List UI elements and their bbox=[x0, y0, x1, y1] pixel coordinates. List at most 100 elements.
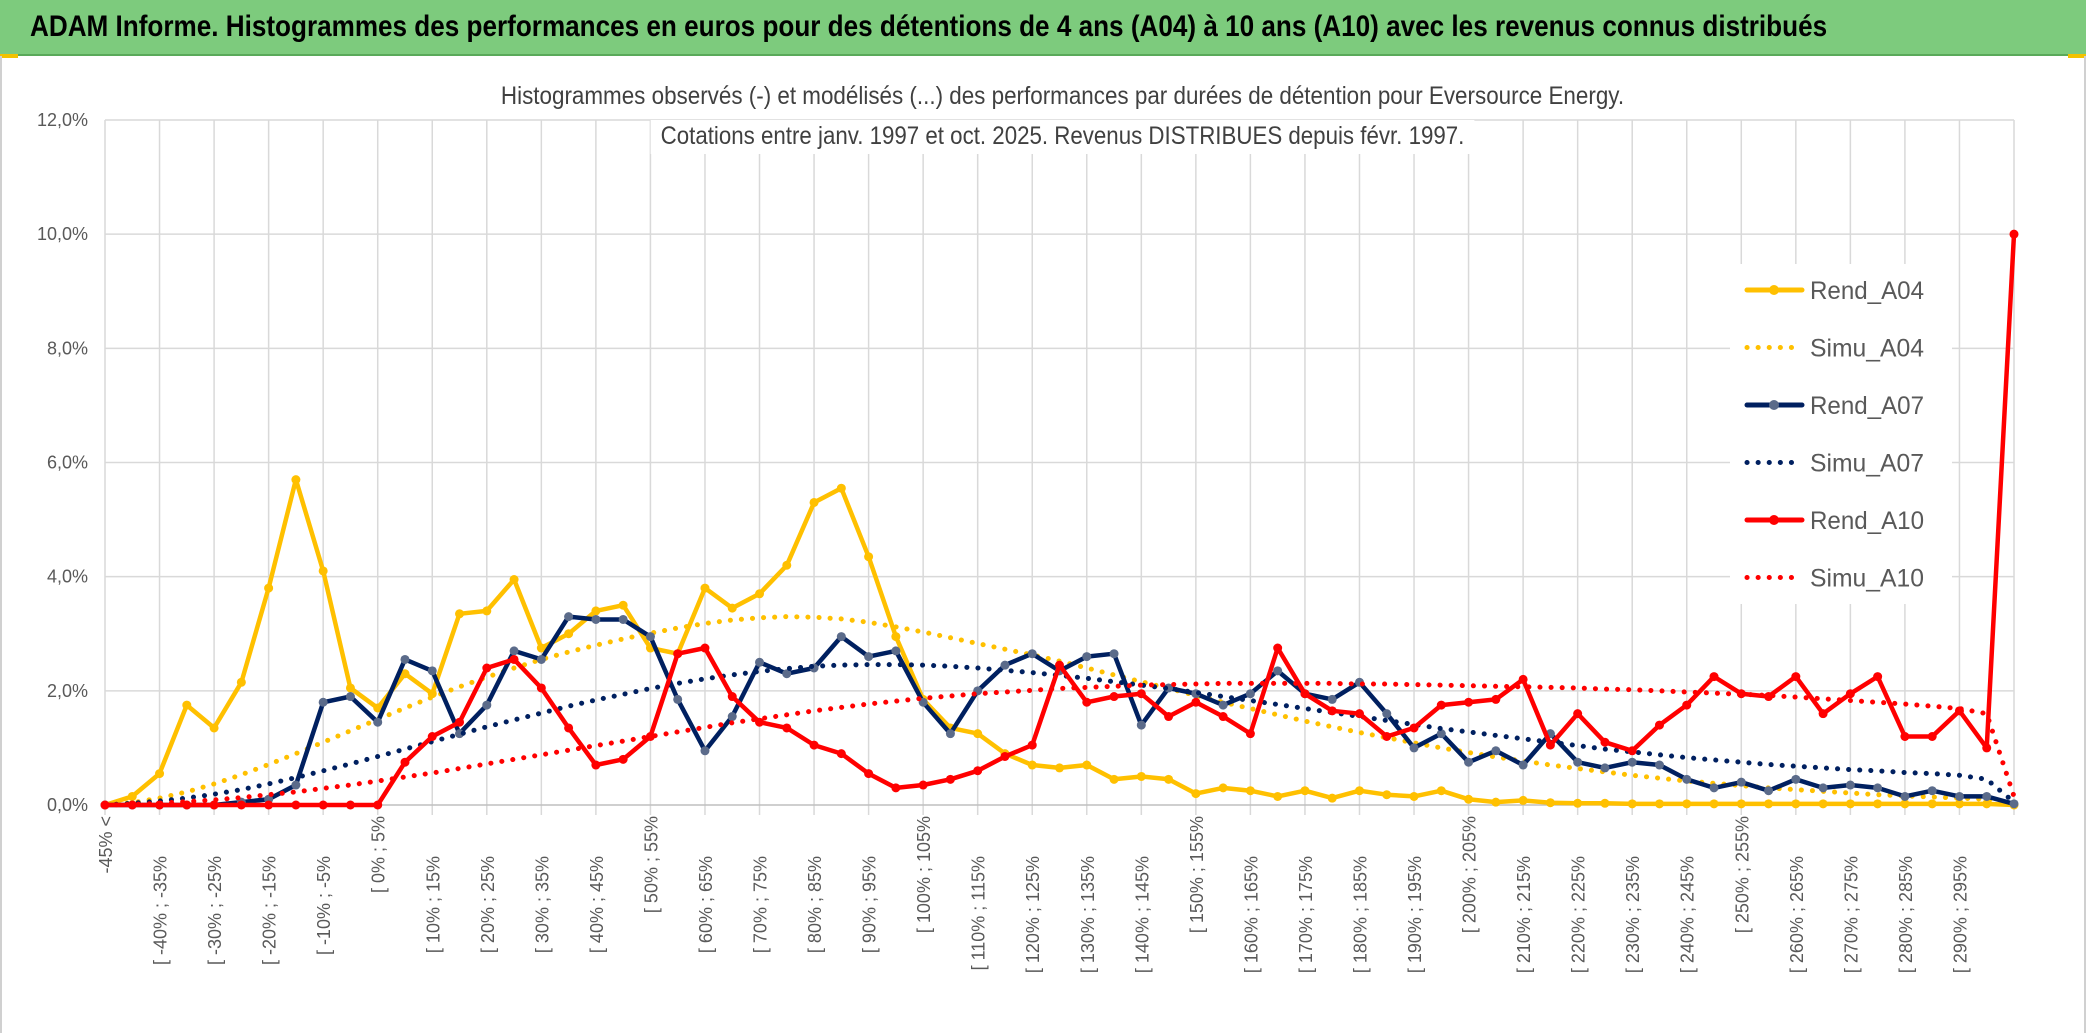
point-rend_a10 bbox=[209, 800, 219, 810]
point-rend_a07 bbox=[2009, 799, 2019, 809]
point-rend_a04 bbox=[1164, 774, 1174, 784]
legend-label-simu_a07: Simu_A07 bbox=[1810, 450, 1924, 478]
point-rend_a10 bbox=[1354, 709, 1364, 719]
point-rend_a10 bbox=[1518, 674, 1528, 684]
point-rend_a10 bbox=[564, 723, 574, 733]
point-rend_a04 bbox=[291, 475, 301, 485]
legend-label-simu_a10: Simu_A10 bbox=[1810, 565, 1924, 593]
point-rend_a07 bbox=[318, 697, 328, 707]
chart-title-line: Cotations entre janv. 1997 et oct. 2025.… bbox=[661, 122, 1465, 150]
legend-label-simu_a04: Simu_A04 bbox=[1810, 335, 1924, 363]
point-rend_a04 bbox=[1082, 760, 1092, 770]
chart-legend: Rend_A04 Simu_A04 Rend_A07 Simu_A07 Rend_A10… bbox=[1730, 264, 1952, 604]
point-rend_a10 bbox=[945, 774, 955, 784]
x-tick-label: [ -10% ; -5% bbox=[314, 856, 334, 955]
x-tick-label: [ 130% ; 135% bbox=[1078, 856, 1098, 973]
x-tick-label: [ 270% ; 275% bbox=[1841, 856, 1861, 973]
x-tick-label: [ 40% ; 45% bbox=[587, 856, 607, 953]
point-rend_a10 bbox=[1109, 692, 1119, 702]
point-rend_a04 bbox=[1709, 799, 1719, 809]
point-rend_a07 bbox=[1218, 700, 1228, 710]
point-rend_a04 bbox=[1218, 783, 1228, 793]
x-tick-label: [ 280% ; 285% bbox=[1896, 856, 1916, 973]
point-rend_a07 bbox=[373, 717, 383, 727]
point-rend_a07 bbox=[1464, 757, 1474, 767]
point-rend_a10 bbox=[1409, 723, 1419, 733]
point-rend_a10 bbox=[1082, 697, 1092, 707]
y-tick-label: 0,0% bbox=[47, 795, 88, 815]
report-title: ADAM Informe. Histogrammes des performan… bbox=[30, 10, 1828, 43]
point-rend_a07 bbox=[836, 632, 846, 642]
point-rend_a10 bbox=[536, 683, 546, 693]
legend-label-rend_a10: Rend_A10 bbox=[1810, 507, 1924, 535]
x-tick-label: [ 250% ; 255% bbox=[1732, 816, 1752, 933]
point-rend_a04 bbox=[1600, 798, 1610, 808]
point-rend_a10 bbox=[782, 723, 792, 733]
point-rend_a07 bbox=[1709, 783, 1719, 793]
point-rend_a10 bbox=[891, 783, 901, 793]
legend-marker-rend_a07 bbox=[1769, 400, 1779, 410]
point-rend_a04 bbox=[209, 723, 219, 733]
point-rend_a07 bbox=[1764, 786, 1774, 796]
point-rend_a04 bbox=[509, 575, 519, 585]
point-rend_a10 bbox=[700, 643, 710, 653]
point-rend_a10 bbox=[1873, 672, 1883, 682]
x-tick-label: [ 80% ; 85% bbox=[805, 856, 825, 953]
x-tick-label: [ 0% ; 5% bbox=[369, 816, 389, 893]
point-rend_a10 bbox=[1709, 672, 1719, 682]
point-rend_a04 bbox=[1627, 799, 1637, 809]
point-rend_a04 bbox=[727, 603, 737, 613]
point-rend_a10 bbox=[918, 780, 928, 790]
x-tick-label: [ 190% ; 195% bbox=[1405, 856, 1425, 973]
point-rend_a04 bbox=[155, 769, 165, 779]
point-rend_a04 bbox=[1845, 799, 1855, 809]
legend-marker-rend_a04 bbox=[1769, 285, 1779, 295]
point-rend_a07 bbox=[1845, 780, 1855, 790]
point-rend_a07 bbox=[1682, 774, 1692, 784]
histogram-chart: 0,0% 2,0% 4,0% 6,0% 8,0% 10,0% 12,0% -45% < [ -… bbox=[37, 80, 2019, 973]
point-rend_a10 bbox=[1300, 689, 1310, 699]
x-tick-label: [ 30% ; 35% bbox=[532, 856, 552, 953]
x-tick-label: [ -40% ; -35% bbox=[151, 856, 171, 965]
x-tick-label: [ 170% ; 175% bbox=[1296, 856, 1316, 973]
point-rend_a07 bbox=[864, 652, 874, 662]
x-axis-ticks: -45% < [ -40% ; -35% [ -30% ; -25% [ -20% ;… bbox=[96, 816, 1970, 973]
point-rend_a04 bbox=[1055, 763, 1064, 773]
point-rend_a04 bbox=[1382, 790, 1392, 800]
point-rend_a04 bbox=[482, 606, 492, 616]
legend-label-rend_a07: Rend_A07 bbox=[1810, 392, 1924, 420]
x-tick-label: [ 240% ; 245% bbox=[1678, 856, 1698, 973]
point-rend_a10 bbox=[1982, 743, 1992, 753]
point-rend_a04 bbox=[1873, 799, 1883, 809]
x-tick-label: [ 260% ; 265% bbox=[1787, 856, 1807, 973]
point-rend_a04 bbox=[755, 589, 765, 599]
point-rend_a10 bbox=[673, 649, 683, 659]
point-rend_a07 bbox=[1600, 763, 1610, 773]
y-tick-label: 10,0% bbox=[37, 224, 88, 244]
point-rend_a10 bbox=[1791, 672, 1801, 682]
point-rend_a07 bbox=[1654, 760, 1664, 770]
point-rend_a10 bbox=[1491, 694, 1501, 704]
report-header: ADAM Informe. Histogrammes des performan… bbox=[0, 0, 2086, 56]
point-rend_a07 bbox=[1927, 786, 1937, 796]
x-tick-label: [ 100% ; 105% bbox=[914, 816, 934, 933]
point-rend_a10 bbox=[618, 754, 628, 764]
point-rend_a10 bbox=[1682, 700, 1692, 710]
point-rend_a10 bbox=[1573, 709, 1583, 719]
point-rend_a04 bbox=[782, 560, 792, 570]
point-rend_a07 bbox=[1245, 689, 1255, 699]
point-rend_a07 bbox=[564, 612, 574, 622]
point-rend_a10 bbox=[509, 654, 519, 664]
point-rend_a10 bbox=[1000, 751, 1010, 761]
y-tick-label: 4,0% bbox=[47, 567, 88, 587]
point-rend_a07 bbox=[1791, 774, 1801, 784]
x-tick-label: [ 160% ; 165% bbox=[1241, 856, 1261, 973]
chart-title: Histogrammes observés (-) et modélisés (… bbox=[490, 80, 1635, 154]
point-rend_a07 bbox=[345, 692, 355, 702]
chart-title-line: Histogrammes observés (-) et modélisés (… bbox=[501, 82, 1624, 110]
point-rend_a07 bbox=[591, 614, 601, 624]
point-rend_a04 bbox=[1654, 799, 1664, 809]
point-rend_a10 bbox=[1818, 709, 1828, 719]
legend-label-rend_a04: Rend_A04 bbox=[1810, 277, 1924, 305]
point-rend_a07 bbox=[509, 646, 519, 656]
